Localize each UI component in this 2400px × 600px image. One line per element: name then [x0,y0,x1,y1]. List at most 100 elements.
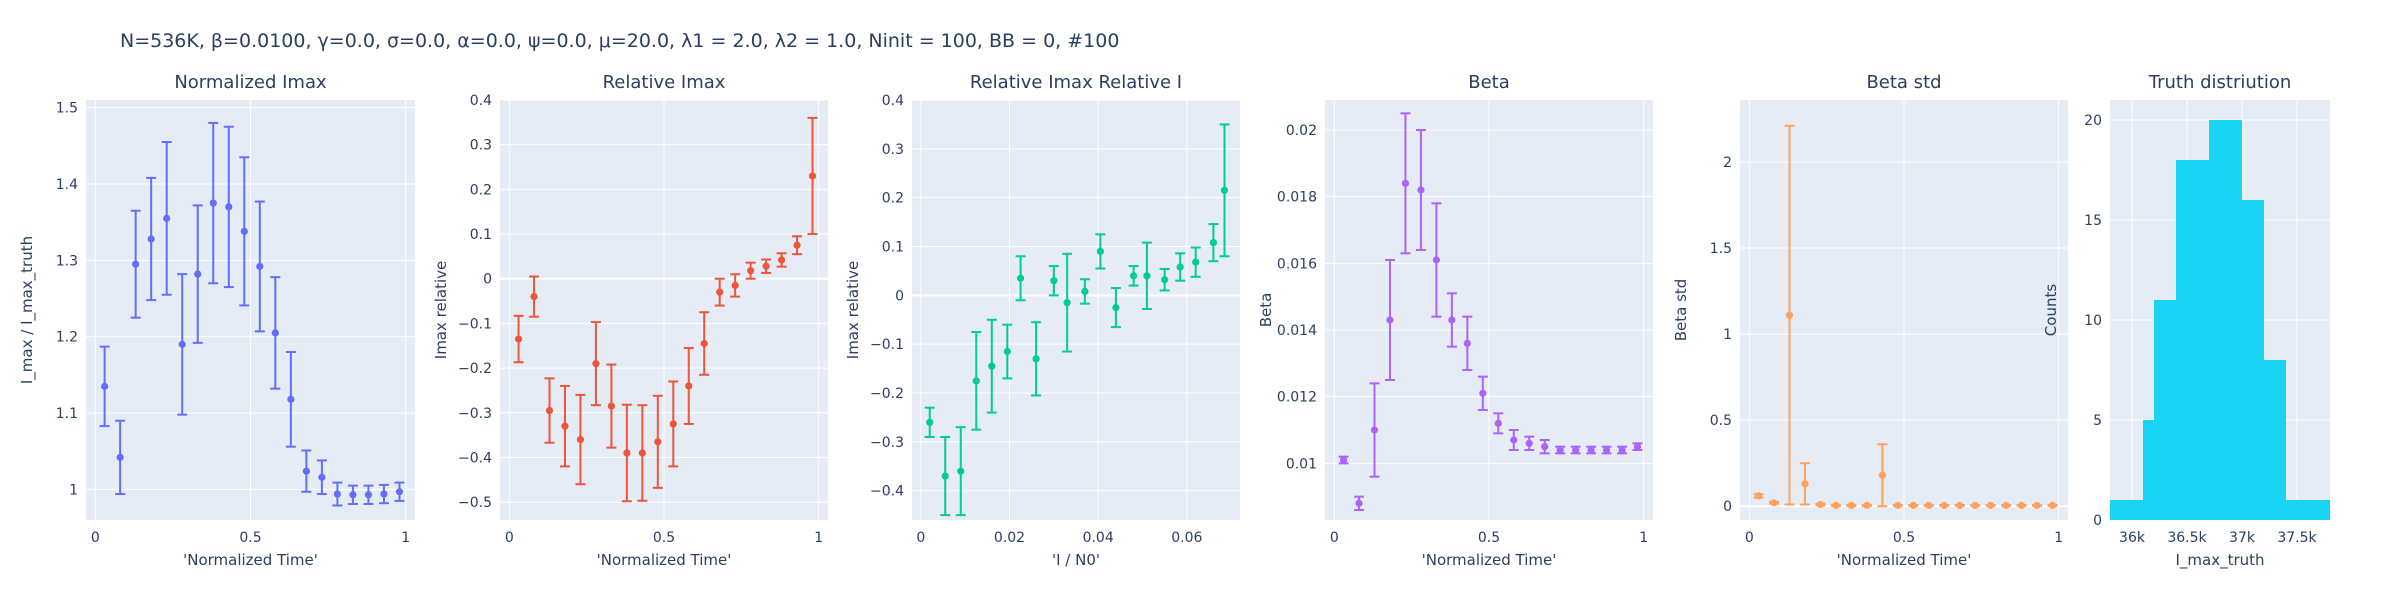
x-tick-label: 0 [91,530,100,546]
y-tick-label: 0.4 [470,93,492,109]
y-tick-label: 2 [1723,155,1732,171]
data-point [762,262,770,270]
histogram-bar [2132,500,2143,520]
subplot-title: Beta [1468,72,1510,93]
y-tick-label: 20 [2084,113,2102,129]
data-point [1909,501,1917,509]
x-tick-label: 0 [505,530,514,546]
data-point [1878,471,1886,479]
y-tick-label: 0.3 [470,138,492,154]
data-point [1176,263,1184,271]
data-point [1602,446,1611,454]
data-point [1618,446,1626,454]
figure-title: N=536K, β=0.0100, γ=0.0, σ=0.0, α=0.0, ψ… [120,30,1120,52]
data-point [514,335,523,343]
histogram-bar [2286,500,2330,520]
y-tick-label: −0.1 [870,337,904,353]
x-tick-label: 0.5 [239,530,261,546]
y-tick-label: 0.1 [470,227,492,243]
data-point [364,491,373,499]
y-tick-label: 0 [2093,513,2102,529]
subplot-1: 1 1.1 1.2 1.3 1.4 1.5 0 0.5 1 Normalized Imax 'Nor… [18,72,415,569]
data-point [808,172,817,180]
subplot-2: −0.5 −0.4 −0.3 −0.2 −0.1 0 0.1 0.2 0.3 0.4 0 0.5 1 Re… [432,72,828,569]
subplot-5: 0 0.5 1 1.5 2 0 0.5 1 Beta std 'Normalized Time' B… [1672,72,2068,569]
data-point [972,377,980,385]
x-tick-label: 1 [401,530,410,546]
data-point [1032,355,1040,363]
data-point [1220,186,1229,194]
data-point [380,490,388,498]
data-point [576,435,585,444]
data-point [333,490,342,498]
data-point [731,281,739,290]
histogram-bar [2209,120,2231,520]
data-point [623,449,631,457]
y-tick-label: 0 [483,272,492,288]
x-tick-label: 36.5k [2167,530,2207,546]
data-point [1432,256,1440,264]
subplot-title: Relative Imax Relative I [970,72,1182,93]
histogram-bar [2231,120,2242,520]
data-point [1801,480,1809,488]
x-tick-label: 0.5 [1893,530,1915,546]
subplot-4: 0.01 0.012 0.014 0.016 0.018 0.02 0 0.5 1 Beta 'No… [1257,72,1653,569]
y-tick-label: 1 [1723,327,1732,343]
x-tick-label: 0.5 [653,530,675,546]
x-axis-label: 'I / N0' [1052,551,1100,569]
histogram-bar [2242,200,2264,520]
data-point [1479,389,1487,397]
data-point [2033,501,2041,509]
x-tick-label: 0.04 [1083,530,1114,546]
data-point [2017,501,2026,509]
y-tick-label: 0.02 [1286,123,1317,139]
data-point [988,362,996,370]
y-tick-label: 5 [2093,413,2102,429]
data-point [256,262,264,271]
y-tick-label: 0.4 [882,93,904,109]
x-tick-label: 1 [1639,530,1648,546]
histogram-bar [2198,160,2209,520]
data-point [132,260,140,268]
y-tick-label: 0 [1723,499,1732,515]
data-point [1754,492,1763,500]
y-axis-label: Beta [1257,293,1275,328]
data-point [287,395,295,403]
data-point [194,270,202,278]
data-point [1003,347,1011,356]
data-point [163,214,171,222]
y-tick-label: 1.3 [56,253,78,269]
data-point [793,241,801,249]
histogram-bar [2154,300,2176,520]
data-point [1925,501,1933,509]
subplot-title: Relative Imax [603,72,726,93]
data-point [225,203,233,211]
y-axis-label: Counts [2042,284,2060,337]
x-axis-label: 'Normalized Time' [597,551,732,569]
x-tick-label: 0.02 [994,530,1025,546]
data-point [1130,272,1138,280]
data-point [607,402,615,410]
y-tick-label: 1 [69,482,78,498]
data-point [1847,501,1855,509]
y-tick-label: 0.1 [882,240,904,256]
y-tick-label: 0.014 [1277,323,1317,339]
x-tick-label: 37k [2229,530,2256,546]
data-point [1448,316,1456,324]
histogram-bar [2264,360,2286,520]
data-point [1386,316,1394,324]
y-tick-label: 1.5 [56,101,78,117]
y-tick-label: 0.01 [1286,456,1317,472]
y-tick-label: −0.1 [458,316,492,332]
y-tick-label: 1.4 [56,177,78,193]
data-point [716,288,724,296]
subplot-6: 0 5 10 15 20 36k 36.5k 37k 37.5k Truth distriutio… [2042,72,2330,570]
y-tick-label: −0.2 [458,361,492,377]
subplot-title: Truth distriution [2148,72,2292,93]
y-tick-label: −0.3 [870,435,904,451]
x-tick-label: 37.5k [2277,530,2317,546]
y-tick-label: −0.4 [870,484,904,500]
y-tick-label: 0.012 [1277,390,1317,406]
data-point [1971,501,1979,509]
